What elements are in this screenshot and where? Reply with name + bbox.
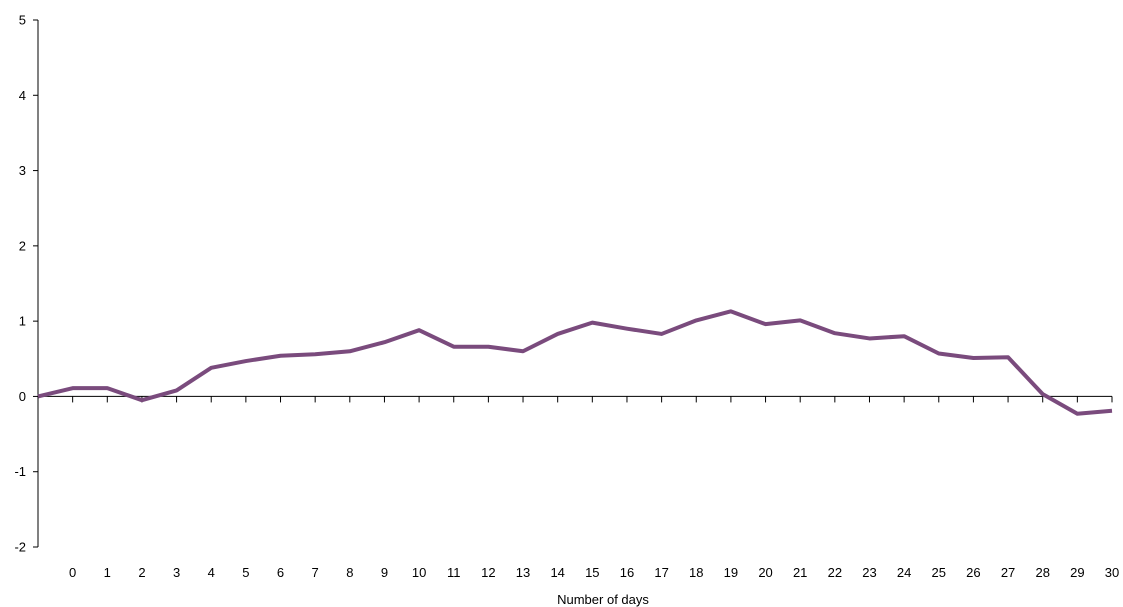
x-tick-label: 9 bbox=[381, 565, 388, 580]
x-tick-label: 7 bbox=[312, 565, 319, 580]
y-tick-label: 4 bbox=[19, 88, 26, 103]
x-tick-label: 25 bbox=[932, 565, 946, 580]
x-tick-label: 28 bbox=[1035, 565, 1049, 580]
x-tick-label: 30 bbox=[1105, 565, 1119, 580]
x-tick-label: 16 bbox=[620, 565, 634, 580]
x-tick-label: 18 bbox=[689, 565, 703, 580]
x-tick-label: 8 bbox=[346, 565, 353, 580]
y-tick-label: 3 bbox=[19, 163, 26, 178]
series-group bbox=[37, 309, 1113, 416]
x-tick-label: 29 bbox=[1070, 565, 1084, 580]
x-tick-label: 14 bbox=[550, 565, 564, 580]
x-tick-label: 0 bbox=[69, 565, 76, 580]
x-tick-label: 1 bbox=[104, 565, 111, 580]
x-tick-label: 2 bbox=[138, 565, 145, 580]
x-tick-label: 27 bbox=[1001, 565, 1015, 580]
x-tick-label: 22 bbox=[828, 565, 842, 580]
y-tick-label: 0 bbox=[19, 389, 26, 404]
x-tick-label: 13 bbox=[516, 565, 530, 580]
x-tick-label: 11 bbox=[447, 565, 461, 580]
series-line bbox=[37, 309, 1113, 416]
x-tick-label: 12 bbox=[481, 565, 495, 580]
y-axis: -2 -1 0 1 2 3 4 5 bbox=[14, 13, 39, 555]
x-tick-label: 15 bbox=[585, 565, 599, 580]
y-tick-label: 1 bbox=[19, 314, 26, 329]
x-tick-label: 6 bbox=[277, 565, 284, 580]
x-tick-label: 3 bbox=[173, 565, 180, 580]
x-tick-label: 20 bbox=[758, 565, 772, 580]
x-axis-title: Number of days bbox=[557, 592, 649, 607]
x-tick-label: 10 bbox=[412, 565, 426, 580]
y-tick-label: -2 bbox=[14, 540, 26, 555]
x-tick-label: 23 bbox=[862, 565, 876, 580]
x-tick-label: 19 bbox=[724, 565, 738, 580]
x-tick-label: 5 bbox=[242, 565, 249, 580]
x-tick-label: 24 bbox=[897, 565, 911, 580]
x-tick-label: 26 bbox=[966, 565, 980, 580]
x-tick-label: 17 bbox=[654, 565, 668, 580]
y-tick-label: 5 bbox=[19, 13, 26, 28]
y-tick-label: 2 bbox=[19, 238, 26, 253]
x-axis: 0 1 2 3 4 5 6 7 8 9 10 11 12 13 14 15 16 17 18 19 20 21 22 23 24… bbox=[37, 395, 1119, 580]
x-tick-label: 21 bbox=[793, 565, 807, 580]
y-tick-label: -1 bbox=[14, 464, 26, 479]
x-tick-label: 4 bbox=[208, 565, 215, 580]
